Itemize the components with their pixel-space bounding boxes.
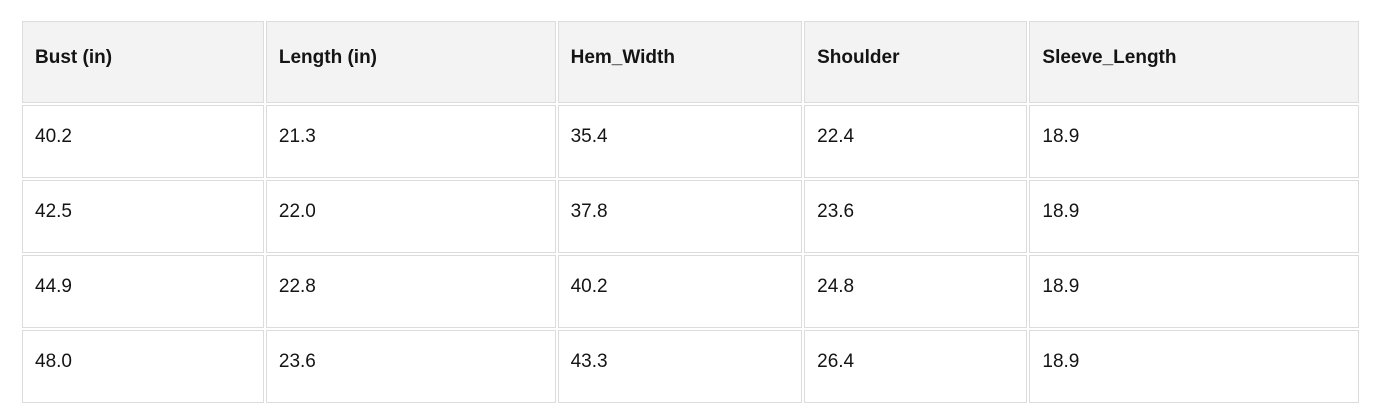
- table-cell: 42.5: [22, 180, 264, 253]
- table-cell: 37.8: [557, 180, 803, 253]
- table-cell: 43.3: [557, 330, 803, 403]
- table-row: 48.0 23.6 43.3 26.4 18.9: [22, 330, 1359, 403]
- table-cell: 40.2: [22, 105, 264, 178]
- table-cell: 22.8: [265, 255, 556, 328]
- column-header: Hem_Width: [557, 21, 803, 103]
- table-cell: 22.4: [804, 105, 1028, 178]
- table-cell: 23.6: [265, 330, 556, 403]
- table-cell: 18.9: [1029, 330, 1359, 403]
- table-cell: 23.6: [804, 180, 1028, 253]
- column-header: Length (in): [265, 21, 556, 103]
- table-cell: 18.9: [1029, 105, 1359, 178]
- table-row: 40.2 21.3 35.4 22.4 18.9: [22, 105, 1359, 178]
- column-header: Bust (in): [22, 21, 264, 103]
- table-header-row: Bust (in) Length (in) Hem_Width Shoulder Sle…: [22, 21, 1359, 103]
- table-cell: 26.4: [804, 330, 1028, 403]
- table-cell: 21.3: [265, 105, 556, 178]
- table-row: 44.9 22.8 40.2 24.8 18.9: [22, 255, 1359, 328]
- table-cell: 24.8: [804, 255, 1028, 328]
- table-cell: 35.4: [557, 105, 803, 178]
- column-header: Shoulder: [804, 21, 1028, 103]
- table-cell: 44.9: [22, 255, 264, 328]
- table-cell: 48.0: [22, 330, 264, 403]
- table-cell: 22.0: [265, 180, 556, 253]
- table-cell: 18.9: [1029, 255, 1359, 328]
- size-chart-table: Bust (in) Length (in) Hem_Width Shoulder Sle…: [20, 19, 1361, 405]
- table-cell: 18.9: [1029, 180, 1359, 253]
- table-cell: 40.2: [557, 255, 803, 328]
- column-header: Sleeve_Length: [1029, 21, 1359, 103]
- table-row: 42.5 22.0 37.8 23.6 18.9: [22, 180, 1359, 253]
